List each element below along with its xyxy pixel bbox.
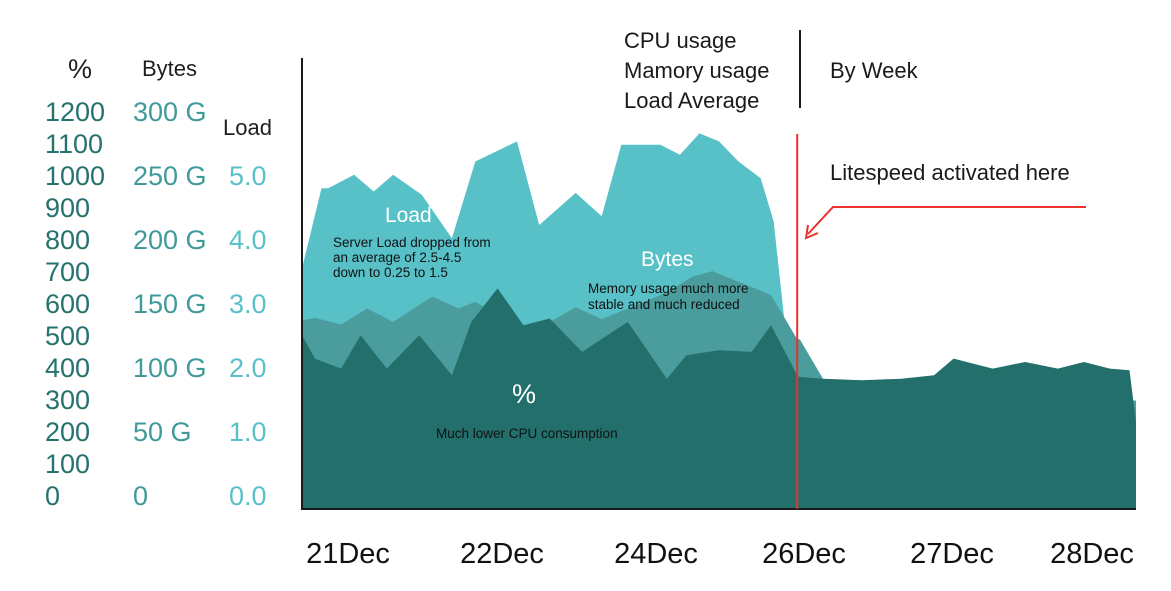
load-tick-label: 0.0 [229,481,267,511]
pct-axis-title: % [68,54,92,84]
bytes-axis-ticks: 300 G 250 G 200 G 150 G 100 G 50 G 0 [133,97,207,511]
load-axis-ticks: 5.0 4.0 3.0 2.0 1.0 0.0 [229,161,267,511]
pct-area-label: % [512,379,536,409]
pct-note: Much lower CPU consumption [436,426,618,441]
load-tick-label: 4.0 [229,225,267,255]
pct-tick-label: 1200 [45,97,105,127]
x-tick-label: 28Dec [1050,538,1134,570]
legend-load-average: Load Average [624,88,759,113]
pct-tick-label: 800 [45,225,90,255]
bytes-tick-label: 250 G [133,161,207,191]
bytes-tick-label: 200 G [133,225,207,255]
bytes-tick-label: 50 G [133,417,192,447]
annotation-text: Litespeed activated here [830,160,1070,185]
legend-cpu-usage: CPU usage [624,28,737,53]
pct-tick-label: 1000 [45,161,105,191]
bytes-tick-label: 150 G [133,289,207,319]
pct-tick-label: 500 [45,321,90,351]
bytes-tick-label: 0 [133,481,148,511]
x-tick-label: 24Dec [614,538,698,570]
pct-tick-label: 200 [45,417,90,447]
load-tick-label: 3.0 [229,289,267,319]
bytes-note-line-2: stable and much reduced [588,297,740,312]
load-tick-label: 5.0 [229,161,267,191]
bytes-tick-label: 100 G [133,353,207,383]
series-area-pct [302,288,1136,509]
load-note-line-2: an average of 2.5-4.5 [333,250,461,265]
x-tick-label: 26Dec [762,538,846,570]
pct-tick-label: 1100 [45,129,103,159]
load-axis-title: Load [223,115,272,140]
x-tick-label: 27Dec [910,538,994,570]
period-label: By Week [830,58,919,83]
annotation-arrow-head [804,224,819,240]
pct-tick-label: 0 [45,481,60,511]
bytes-note-line-1: Memory usage much more [588,281,749,296]
legend-memory-usage: Mamory usage [624,58,770,83]
bytes-tick-label: 300 G [133,97,207,127]
x-tick-label: 22Dec [460,538,544,570]
pct-tick-label: 600 [45,289,90,319]
load-tick-label: 2.0 [229,353,267,383]
load-note-line-3: down to 0.25 to 1.5 [333,265,448,280]
load-tick-label: 1.0 [229,417,267,447]
pct-tick-label: 100 [45,449,90,479]
pct-tick-label: 400 [45,353,90,383]
x-axis-ticks: 21Dec 22Dec 24Dec 26Dec 27Dec 28Dec [306,538,1134,570]
x-tick-label: 21Dec [306,538,390,570]
load-note-line-1: Server Load dropped from [333,235,491,250]
annotation-arrow-line [807,206,1086,235]
bytes-axis-title: Bytes [142,56,197,81]
pct-tick-label: 900 [45,193,90,223]
pct-tick-label: 300 [45,385,90,415]
load-area-label: Load [385,204,432,227]
bytes-area-label: Bytes [641,248,694,271]
pct-tick-label: 700 [45,257,90,287]
series-layer [302,133,1136,509]
